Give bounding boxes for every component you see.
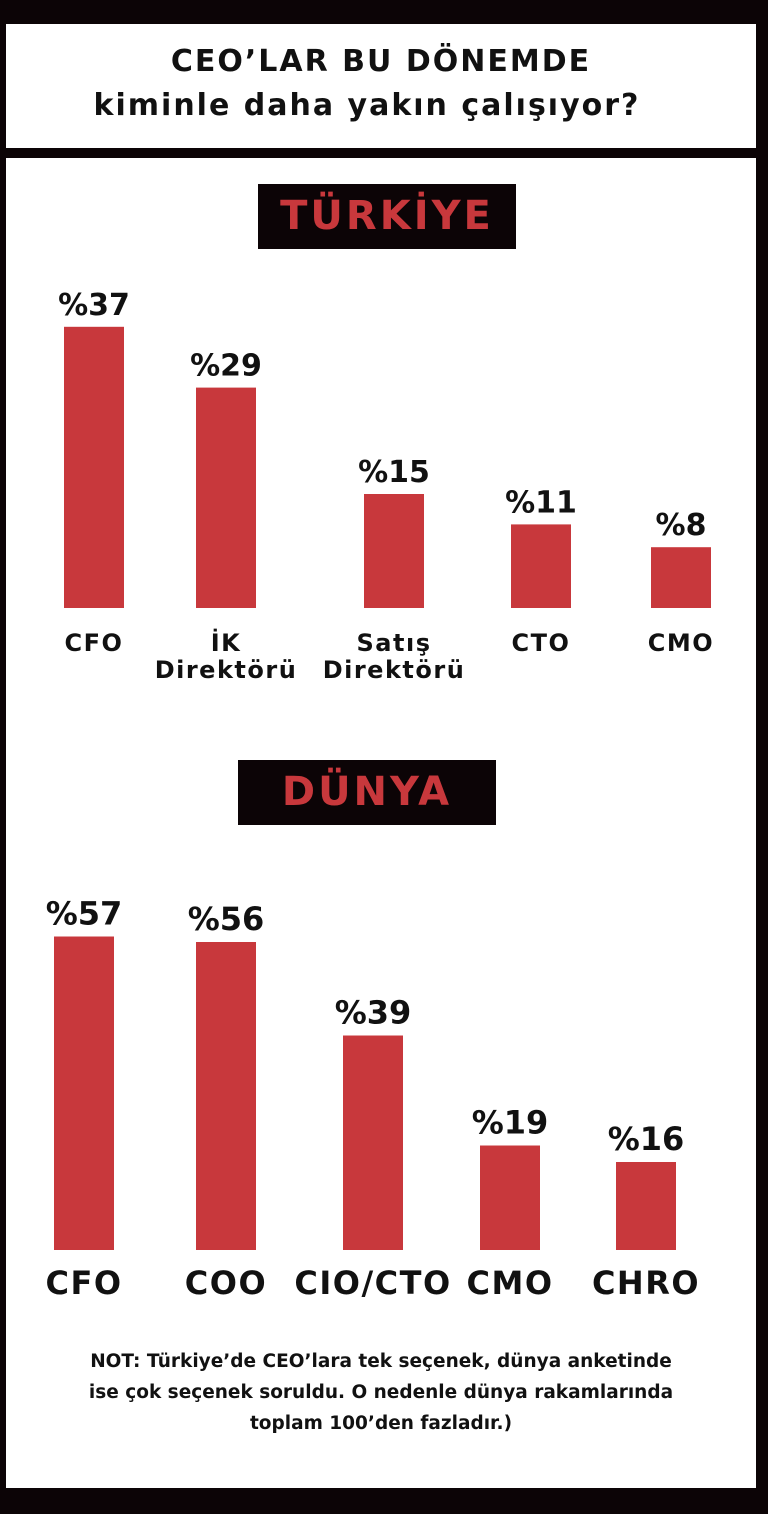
data-label: %15 [358, 455, 430, 490]
category-label: CTO [512, 629, 571, 657]
category-label: COO [185, 1264, 267, 1302]
data-label: %19 [472, 1104, 549, 1142]
bar [511, 524, 571, 608]
data-label: %56 [188, 900, 265, 938]
dunya-section-title: DÜNYA [238, 760, 496, 825]
category-label: CHRO [592, 1264, 700, 1302]
turkiye-section-title: TÜRKİYE [258, 184, 516, 249]
category-label: CMO [466, 1264, 553, 1302]
data-label: %57 [46, 895, 123, 933]
bar [343, 1035, 403, 1250]
data-label: %16 [608, 1120, 685, 1158]
data-label: %37 [58, 288, 130, 323]
category-label: Satış [357, 629, 432, 657]
footnote-line: toplam 100’den fazladır.) [249, 1413, 513, 1434]
bar [480, 1145, 540, 1250]
bar [651, 547, 711, 608]
data-label: %29 [190, 349, 262, 384]
title-line-2: kiminle daha yakın çalışıyor? [93, 88, 641, 123]
chart-panel: TÜRKİYE DÜNYA %37 CFO %29 İK Direktörü %15 Sat… [6, 158, 756, 1488]
footnote-line: NOT: Türkiye’de CEO’lara tek seçenek, dü… [90, 1351, 672, 1372]
category-label: Direktörü [155, 656, 298, 684]
category-label: CFO [45, 1264, 122, 1302]
bar [364, 494, 424, 608]
header-panel: CEO’LAR BU DÖNEMDE kiminle daha yakın ça… [6, 24, 756, 148]
bar [196, 942, 256, 1250]
category-label: Direktörü [323, 656, 466, 684]
data-label: %39 [335, 994, 412, 1032]
data-label: %8 [656, 508, 707, 543]
bar [64, 326, 124, 608]
bar [196, 387, 256, 608]
category-label: CIO/CTO [294, 1264, 451, 1302]
bar-charts: %37CFO%29İKDirektörü%15SatışDirektörü%11… [45, 288, 714, 1302]
footnote-line: ise çok seçenek soruldu. O nedenle dünya… [88, 1382, 674, 1403]
category-label: CMO [648, 629, 714, 657]
category-label: İK [211, 628, 242, 657]
bar [54, 936, 114, 1250]
data-label: %11 [505, 485, 577, 520]
title-line-1: CEO’LAR BU DÖNEMDE [170, 44, 592, 79]
footnote: NOT: Türkiye’de CEO’lara tek seçenek, dü… [6, 1346, 756, 1439]
category-label: CFO [65, 629, 124, 657]
bar [616, 1162, 676, 1250]
